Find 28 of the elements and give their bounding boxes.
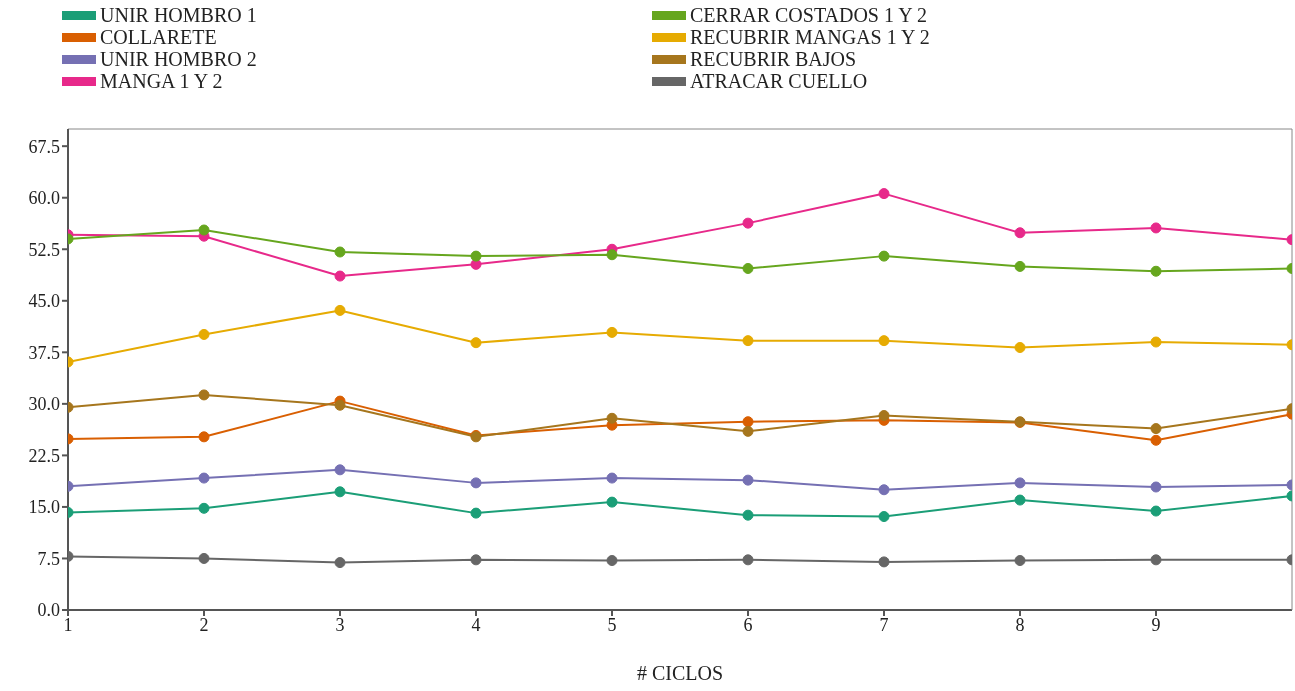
x-tick-label: 6 — [743, 614, 753, 635]
y-tick-label: 37.5 — [28, 342, 60, 363]
x-tick-label: 2 — [199, 614, 209, 635]
y-tick-label: 30.0 — [28, 394, 60, 415]
y-tick-label: 67.5 — [28, 136, 60, 157]
legend-label: UNIR HOMBRO 2 — [100, 47, 257, 71]
x-axis-title: # CICLOS — [636, 662, 724, 684]
y-tick-label: 22.5 — [28, 445, 60, 466]
legend-label: CERRAR COSTADOS 1 Y 2 — [690, 3, 927, 27]
x-tick-label: 8 — [1015, 614, 1025, 635]
legend-label: COLLARETE — [100, 25, 217, 49]
y-tick-label: 15.0 — [28, 497, 60, 518]
y-tick-label: 52.5 — [28, 239, 60, 260]
x-tick-label: 7 — [879, 614, 889, 635]
legend-label: RECUBRIR BAJOS — [690, 47, 857, 71]
legend-label: UNIR HOMBRO 1 — [100, 3, 257, 27]
legend-label: RECUBRIR MANGAS 1 Y 2 — [690, 25, 930, 49]
x-tick-label: 1 — [63, 614, 73, 635]
x-tick-label: 9 — [1151, 614, 1161, 635]
x-tick-label: 5 — [607, 614, 617, 635]
y-tick-label: 7.5 — [37, 548, 60, 569]
y-tick-label: 0.0 — [37, 600, 60, 621]
x-tick-label: 3 — [335, 614, 345, 635]
y-tick-label: 60.0 — [28, 188, 60, 209]
legend-label: ATRACAR CUELLO — [690, 69, 868, 93]
legend-label: MANGA 1 Y 2 — [100, 69, 223, 93]
y-tick-label: 45.0 — [28, 291, 60, 312]
x-tick-label: 4 — [471, 614, 481, 635]
